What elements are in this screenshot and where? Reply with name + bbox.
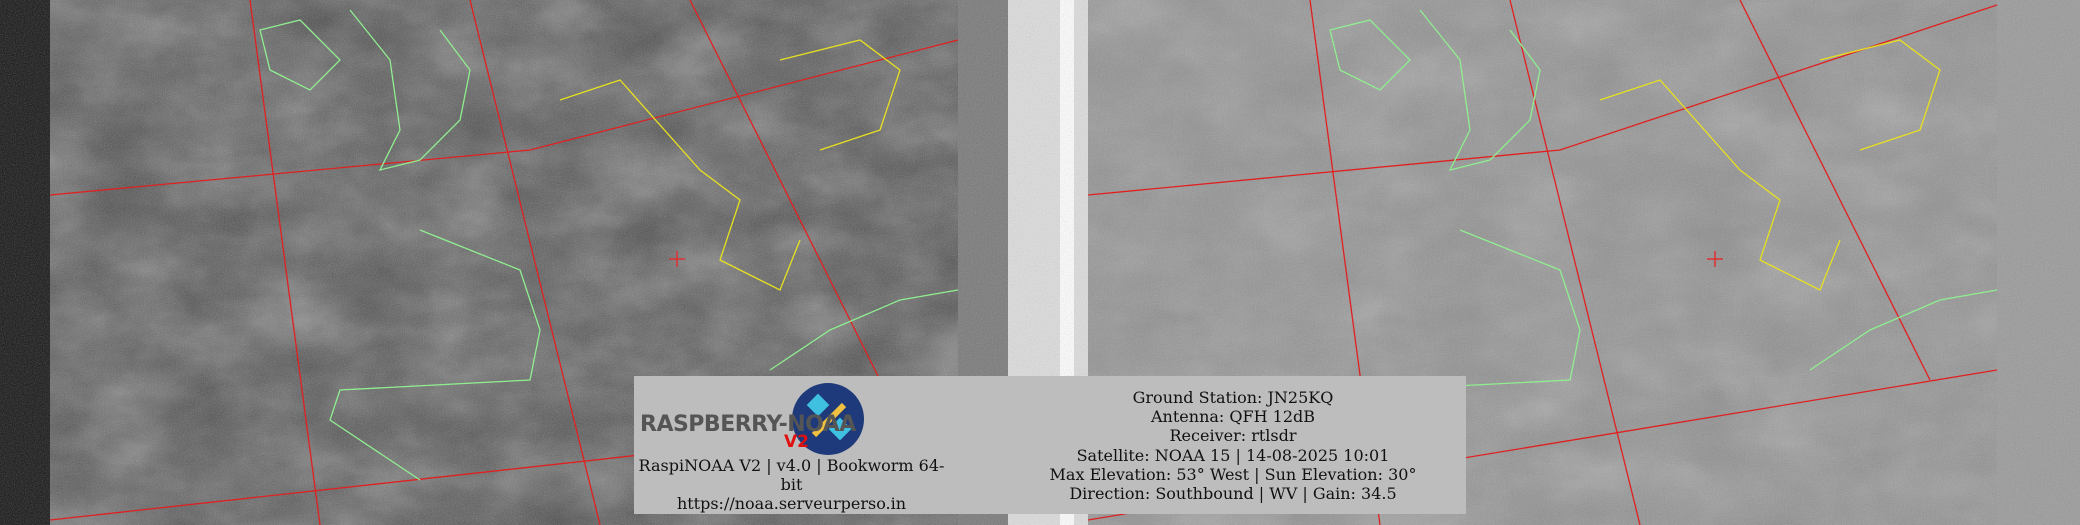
logo-text: RASPBERRY-NOAA bbox=[640, 412, 856, 437]
direction: Direction: Southbound | WV | Gain: 34.5 bbox=[1069, 484, 1397, 504]
borders bbox=[559, 39, 1941, 291]
software-info: RaspiNOAA V2 | v4.0 | Bookworm 64- bit h… bbox=[634, 456, 949, 513]
software-version: RaspiNOAA V2 | v4.0 | Bookworm 64- bbox=[638, 456, 945, 475]
antenna: Antenna: QFH 12dB bbox=[1151, 407, 1315, 427]
website: https://noaa.serveurperso.in bbox=[676, 494, 907, 513]
ground-station: Ground Station: JN25KQ bbox=[1132, 388, 1334, 407]
raspberry-noaa-logo: RASPBERRY-NOAA V2 bbox=[640, 380, 940, 456]
satellite-icon bbox=[792, 383, 864, 455]
logo-version: V2 bbox=[784, 432, 809, 452]
satellite: Satellite: NOAA 15 | 14-08-2025 10:01 bbox=[1076, 445, 1390, 465]
receiver: Receiver: rtlsdr bbox=[1169, 426, 1297, 446]
station-marker bbox=[669, 251, 1723, 267]
software-version-cont: bit bbox=[780, 475, 803, 494]
pass-details: Ground Station: JN25KQ Antenna: QFH 12dB… bbox=[1004, 388, 1462, 503]
pass-info-overlay: RASPBERRY-NOAA V2 RaspiNOAA V2 | v4.0 | … bbox=[634, 376, 1466, 514]
elevation: Max Elevation: 53° West | Sun Elevation:… bbox=[1049, 464, 1417, 484]
